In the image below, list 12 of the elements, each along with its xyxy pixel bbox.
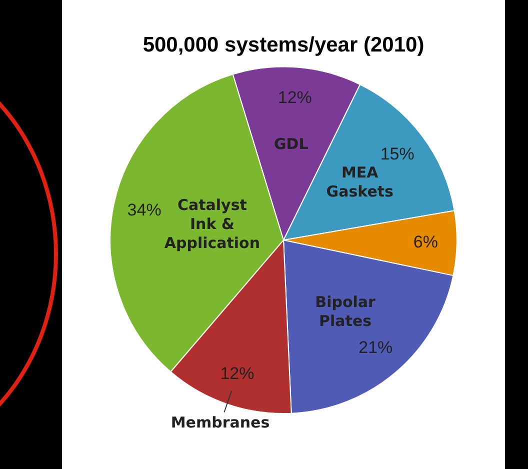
data-label: 34% bbox=[127, 200, 162, 220]
slice-label: Membranes bbox=[170, 414, 270, 432]
data-label: 12% bbox=[278, 88, 312, 108]
chart-title: 500,000 systems/year (2010) bbox=[142, 33, 424, 56]
slice-label: Catalyst Ink & Application bbox=[164, 196, 260, 252]
slice-label: GDL bbox=[274, 134, 309, 153]
slice-label: Bipolar Plates bbox=[315, 293, 376, 330]
data-label: 15% bbox=[380, 144, 414, 164]
data-label: 21% bbox=[358, 338, 393, 358]
slice-label: MEA Gaskets bbox=[326, 163, 394, 200]
data-label: 6% bbox=[413, 232, 438, 252]
data-label: 12% bbox=[220, 364, 254, 384]
